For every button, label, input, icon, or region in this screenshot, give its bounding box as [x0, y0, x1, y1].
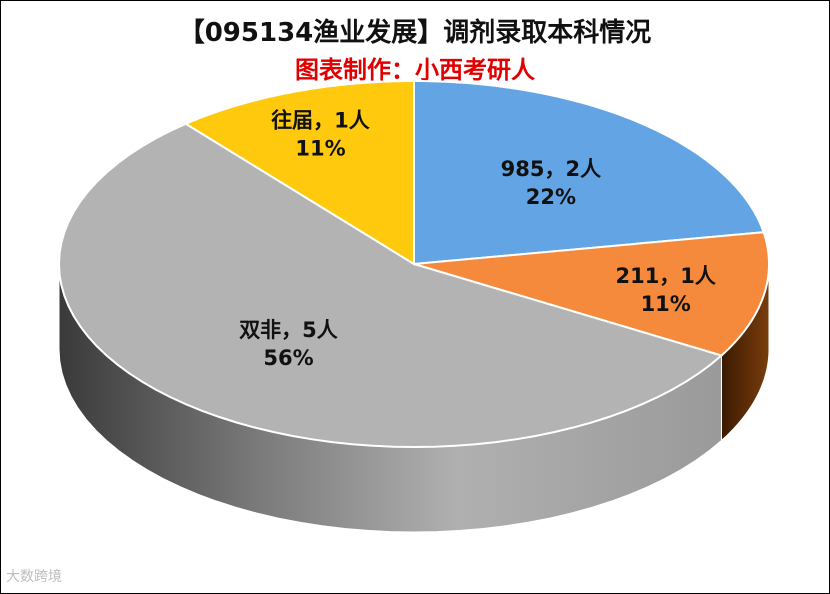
slice-pct-3: 11%: [295, 137, 345, 161]
pie-slice-0: [413, 79, 765, 266]
pie-slice-1: [413, 231, 771, 357]
pie-slice-3: [183, 79, 415, 266]
chart-subtitle: 图表制作：小西考研人: [295, 56, 535, 84]
slice-pct-2: 56%: [263, 346, 313, 370]
chart-title: 【095134渔业发展】调剂录取本科情况: [178, 18, 652, 48]
slice-pct-0: 22%: [526, 185, 576, 209]
pie-slice-2: [57, 122, 724, 449]
slice-label-2: 双非，5人: [239, 318, 338, 342]
slice-label-3: 往届，1人: [271, 109, 370, 133]
watermark-text: 大数跨境: [6, 569, 62, 585]
slice-label-0: 985，2人: [501, 157, 601, 181]
slice-pct-1: 11%: [641, 292, 691, 316]
slice-label-1: 211，1人: [615, 264, 715, 288]
